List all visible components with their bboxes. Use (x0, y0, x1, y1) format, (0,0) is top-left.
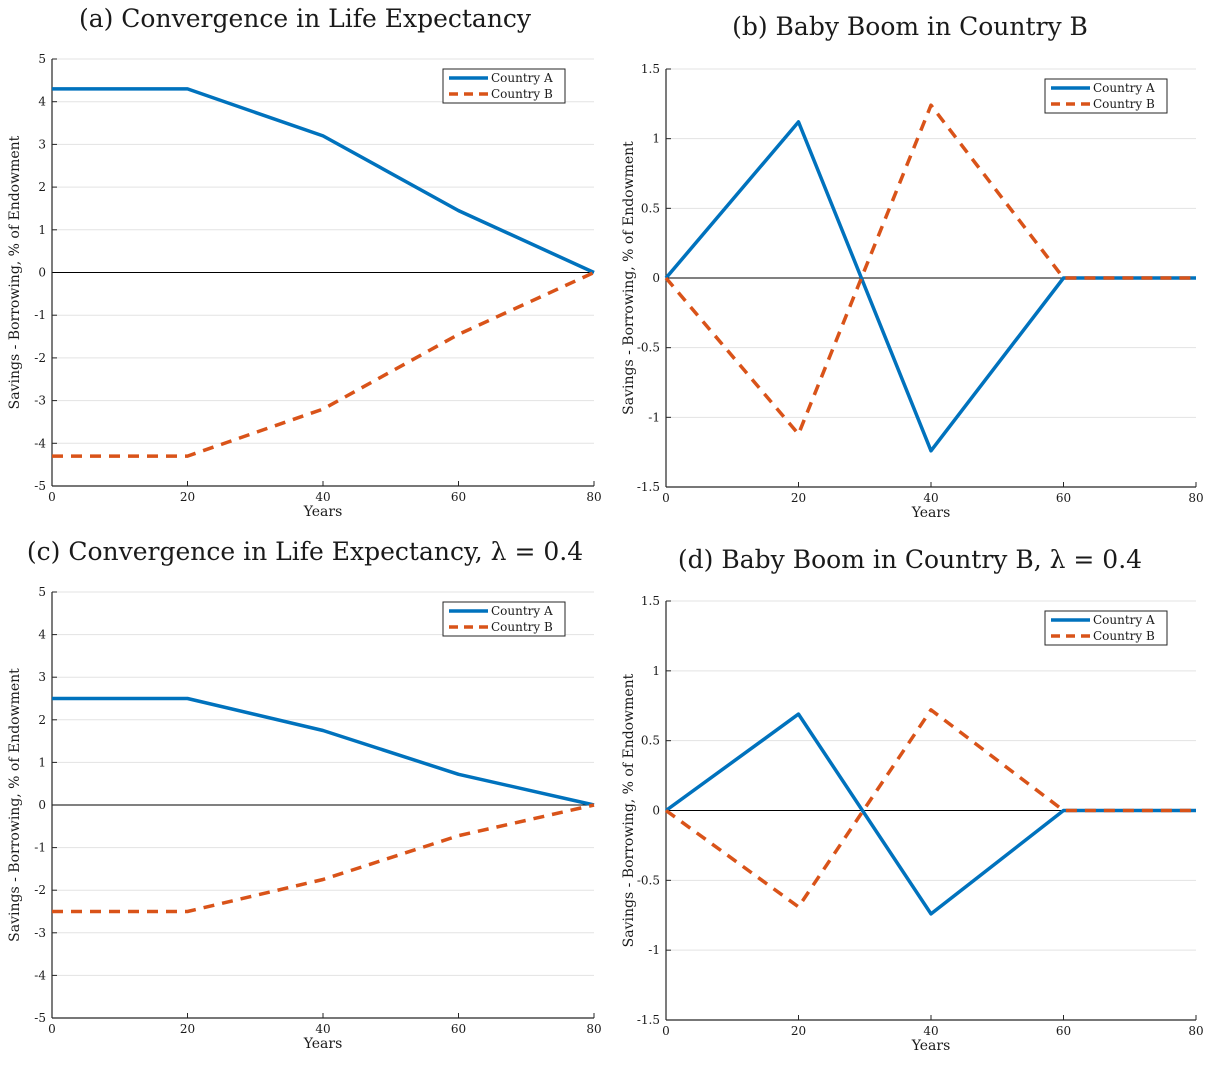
x-axis-label: Years (303, 1036, 343, 1052)
y-tick-label: 3 (38, 137, 46, 151)
y-axis-label: Savings - Borrowing, % of Endowment (621, 141, 637, 415)
legend-label: Country B (1093, 97, 1155, 111)
y-tick-label: -4 (34, 436, 46, 450)
y-tick-label: -0.5 (637, 873, 660, 887)
legend-label: Country B (491, 87, 553, 101)
x-tick-label: 0 (662, 491, 670, 505)
y-tick-label: 1 (652, 664, 660, 678)
x-tick-label: 60 (1056, 1024, 1071, 1038)
chart-panel: (c) Convergence in Life Expectancy, λ = … (7, 537, 602, 1052)
y-tick-label: -5 (34, 479, 46, 493)
x-tick-label: 0 (48, 490, 56, 504)
y-tick-label: 4 (38, 628, 46, 642)
y-tick-label: -1 (648, 410, 660, 424)
x-tick-label: 20 (791, 491, 806, 505)
chart-panel: (b) Baby Boom in Country B 1.5 1 0.5 0 -0.5 -1… (621, 12, 1204, 521)
y-tick-label: 0 (38, 266, 46, 280)
x-tick-label: 60 (451, 1022, 466, 1036)
y-tick-label: 0.5 (641, 201, 660, 215)
chart-title: (c) Convergence in Life Expectancy, λ = … (27, 537, 583, 566)
y-axis-label: Savings - Borrowing, % of Endowment (621, 673, 637, 947)
legend-label: Country A (491, 604, 553, 618)
legend-box (442, 601, 566, 637)
y-tick-label: 0 (652, 271, 660, 285)
series-line-country-b (52, 803, 595, 914)
y-tick-label: 2 (38, 713, 46, 727)
y-tick-label: -1.5 (637, 1013, 660, 1027)
x-tick-label: 20 (791, 1024, 806, 1038)
series-line-country-a (52, 87, 595, 275)
legend: Country A Country B (1044, 610, 1168, 646)
y-tick-label: 3 (38, 670, 46, 684)
legend-label: Country B (491, 620, 553, 634)
legend: Country A Country B (442, 601, 566, 637)
chart-title: (a) Convergence in Life Expectancy (79, 4, 532, 33)
y-tick-label: 2 (38, 180, 46, 194)
x-tick-label: 80 (1188, 1024, 1203, 1038)
series-line-country-a (664, 712, 1196, 916)
y-axis-label: Savings - Borrowing, % of Endowment (7, 135, 23, 409)
x-tick-label: 60 (451, 490, 466, 504)
y-tick-label: -2 (34, 351, 46, 365)
x-axis-label: Years (303, 504, 343, 520)
y-tick-label: 5 (38, 52, 46, 66)
legend-label: Country B (1093, 629, 1155, 643)
legend: Country A Country B (1044, 78, 1168, 114)
y-tick-label: -3 (34, 926, 46, 940)
x-axis-label: Years (911, 505, 951, 521)
y-tick-label: 5 (38, 585, 46, 599)
x-tick-label: 20 (180, 490, 195, 504)
y-tick-label: 1 (652, 132, 660, 146)
series-line-country-b (664, 103, 1196, 436)
legend-box (1044, 78, 1168, 114)
x-tick-label: 80 (1188, 491, 1203, 505)
x-tick-label: 80 (586, 490, 601, 504)
chart-panel: (d) Baby Boom in Country B, λ = 0.4 1.5 1 0… (621, 545, 1204, 1054)
legend-label: Country A (1093, 81, 1155, 95)
legend: Country A Country B (442, 68, 566, 104)
y-tick-label: 1.5 (641, 594, 660, 608)
y-tick-label: -4 (34, 968, 46, 982)
y-tick-label: 0 (652, 804, 660, 818)
chart-title: (b) Baby Boom in Country B (732, 12, 1088, 41)
y-tick-label: 1.5 (641, 62, 660, 76)
y-tick-label: 4 (38, 95, 46, 109)
x-axis-label: Years (911, 1038, 951, 1054)
x-tick-label: 40 (315, 490, 330, 504)
x-tick-label: 40 (923, 491, 938, 505)
series-line-country-a (664, 120, 1196, 453)
y-tick-label: 0 (38, 798, 46, 812)
y-tick-label: -0.5 (637, 341, 660, 355)
y-tick-label: -5 (34, 1011, 46, 1025)
y-tick-label: 1 (38, 223, 46, 237)
x-tick-label: 40 (315, 1022, 330, 1036)
series-line-country-b (52, 270, 595, 458)
y-tick-label: 0.5 (641, 734, 660, 748)
legend-label: Country A (491, 71, 553, 85)
x-tick-label: 0 (662, 1024, 670, 1038)
y-tick-label: -1.5 (637, 480, 660, 494)
x-tick-label: 20 (180, 1022, 195, 1036)
x-tick-label: 80 (586, 1022, 601, 1036)
y-tick-label: -3 (34, 394, 46, 408)
y-tick-label: -1 (34, 308, 46, 322)
chart-title: (d) Baby Boom in Country B, λ = 0.4 (678, 545, 1142, 574)
chart-panel: (a) Convergence in Life Expectancy 5 4 3 2 1 0… (7, 4, 602, 520)
y-tick-label: -1 (648, 943, 660, 957)
x-tick-label: 60 (1056, 491, 1071, 505)
y-axis-label: Savings - Borrowing, % of Endowment (7, 668, 23, 942)
y-tick-label: -1 (34, 841, 46, 855)
x-tick-label: 40 (923, 1024, 938, 1038)
legend-label: Country A (1093, 613, 1155, 627)
x-tick-label: 0 (48, 1022, 56, 1036)
series-line-country-b (664, 708, 1196, 909)
y-tick-label: 1 (38, 755, 46, 769)
y-tick-label: -2 (34, 883, 46, 897)
legend-box (1044, 610, 1168, 646)
legend-box (442, 68, 566, 104)
series-line-country-a (52, 696, 595, 807)
